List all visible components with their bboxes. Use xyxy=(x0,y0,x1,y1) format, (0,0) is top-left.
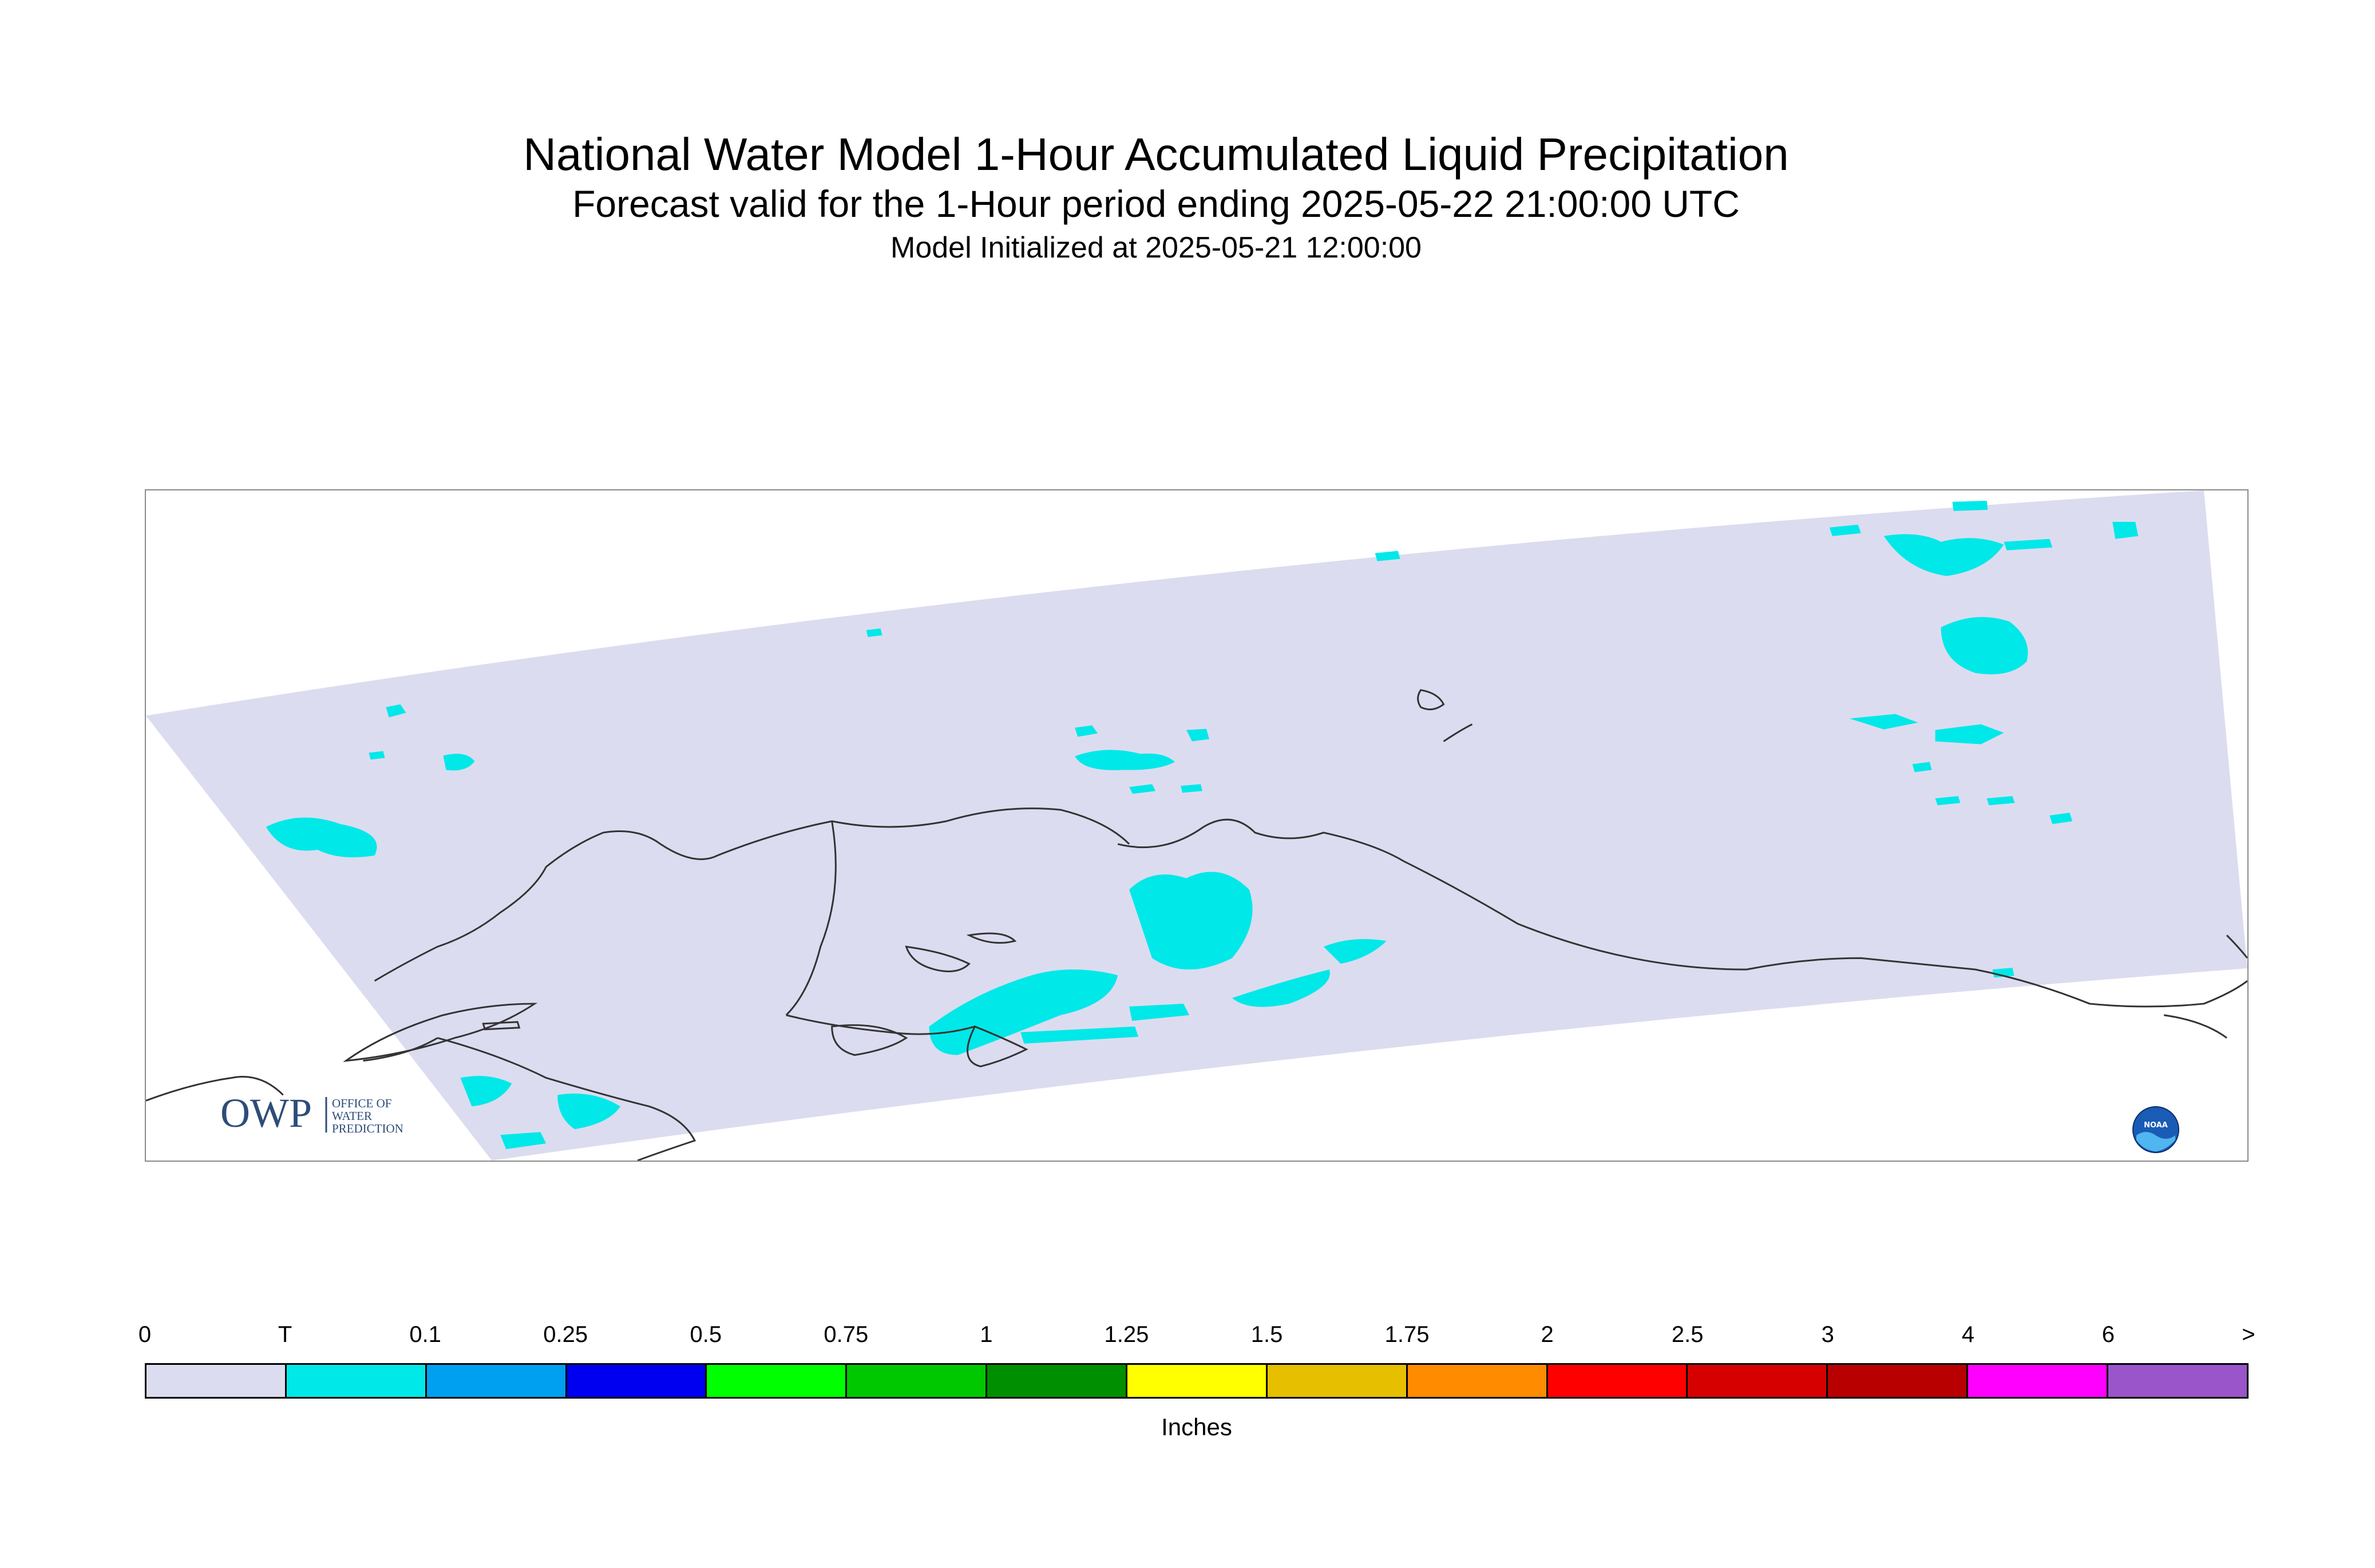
owp-logo-text: OWP xyxy=(220,1091,312,1136)
owp-logo-subtext: OFFICE OF xyxy=(332,1096,391,1110)
coastline xyxy=(482,1021,521,1031)
precip-area xyxy=(2112,521,2139,539)
legend-colorbar xyxy=(145,1363,2249,1399)
legend-tick-label: 1.25 xyxy=(1104,1322,1149,1347)
legend-color-swatch xyxy=(147,1365,287,1397)
legend-tick-label: > xyxy=(2242,1322,2255,1347)
legend-tick-label: T xyxy=(278,1322,292,1347)
precip-area xyxy=(1935,796,1961,806)
precip-area xyxy=(1849,714,1918,730)
noaa-logo-text: NOAA xyxy=(2144,1121,2168,1130)
precip-area xyxy=(1181,784,1202,793)
precip-area xyxy=(1075,725,1098,737)
precip-area xyxy=(266,817,377,858)
precip-area xyxy=(1323,939,1387,964)
coastline xyxy=(374,807,1130,982)
precipitation-areas xyxy=(266,500,2139,1150)
legend-tick-label: 0.1 xyxy=(409,1322,441,1347)
precip-area xyxy=(2049,813,2073,825)
precip-area xyxy=(1986,796,2015,806)
noaa-icon: NOAA xyxy=(2132,1106,2179,1153)
legend-tick-label: 0.5 xyxy=(690,1322,722,1347)
precip-area xyxy=(1952,500,1988,511)
coastline xyxy=(786,1014,975,1035)
coastline xyxy=(2163,1014,2227,1039)
coastline xyxy=(785,821,837,1016)
forecast-valid-subtitle: Forecast valid for the 1-Hour period end… xyxy=(572,183,1740,225)
coastline xyxy=(1117,818,2247,1008)
map-title: National Water Model 1-Hour Accumulated … xyxy=(523,129,1789,180)
legend-color-swatch xyxy=(847,1365,988,1397)
legend-color-swatch xyxy=(2108,1365,2247,1397)
precip-area xyxy=(1375,551,1400,561)
coastline xyxy=(831,1024,908,1056)
precip-area xyxy=(2004,538,2053,551)
legend-color-swatch xyxy=(567,1365,707,1397)
legend-color-swatch xyxy=(426,1365,567,1397)
coastline xyxy=(2226,935,2247,959)
owp-logo: OWP OFFICE OF WATER PREDICTION xyxy=(220,1091,403,1136)
legend-tick-label: 1 xyxy=(980,1322,993,1347)
precip-area xyxy=(1129,872,1253,970)
coastline xyxy=(1417,689,1445,711)
legend-color-swatch xyxy=(1688,1365,1828,1397)
coastline xyxy=(363,1037,438,1062)
legend-tick-label: 4 xyxy=(1961,1322,1974,1347)
legend-tick-label: 0.25 xyxy=(543,1322,588,1347)
legend-color-swatch xyxy=(707,1365,848,1397)
legend-color-swatch xyxy=(1968,1365,2109,1397)
coastline xyxy=(966,932,1017,944)
precip-area xyxy=(1829,524,1861,536)
model-initialized-text: Model Initialized at 2025-05-21 12:00:00 xyxy=(890,231,1422,264)
legend-color-swatch xyxy=(1547,1365,1688,1397)
legend-tick-label: 1.75 xyxy=(1384,1322,1430,1347)
precip-area xyxy=(1129,1003,1190,1021)
precip-area xyxy=(1232,969,1330,1007)
legend-color-swatch xyxy=(987,1365,1128,1397)
legend-tick-label: 0 xyxy=(138,1322,152,1347)
legend-color-swatch xyxy=(1267,1365,1408,1397)
legend-tick-labels: 0 T 0.1 0.25 0.5 0.75 1 1.25 1.5 1.75 2 2.5 3 4 6 > xyxy=(138,1322,2255,1356)
coastline xyxy=(967,1025,1028,1068)
precip-area xyxy=(1186,728,1209,742)
precipitation-map xyxy=(146,490,2247,1161)
precip-area xyxy=(1935,724,2004,745)
legend-tick-label: 2 xyxy=(1541,1322,1554,1347)
precip-area xyxy=(929,969,1118,1055)
precip-area xyxy=(1912,762,1932,773)
precip-area xyxy=(1941,617,2028,675)
precip-area xyxy=(1075,750,1175,770)
legend-color-swatch xyxy=(1828,1365,1969,1397)
precip-area xyxy=(386,704,406,718)
legend-units-label: Inches xyxy=(1161,1413,1232,1440)
legend-tick-label: 3 xyxy=(1821,1322,1834,1347)
precip-area xyxy=(369,751,385,760)
precip-area xyxy=(500,1132,547,1150)
precip-area xyxy=(443,754,475,771)
map-panel: OWP OFFICE OF WATER PREDICTION NOAA xyxy=(145,489,2249,1162)
owp-logo-subtext: WATER xyxy=(332,1109,372,1123)
legend-tick-label: 2.5 xyxy=(1671,1322,1704,1347)
coastline xyxy=(905,945,971,972)
coastline xyxy=(146,1076,284,1102)
coastline xyxy=(437,1037,696,1161)
legend-tick-label: 6 xyxy=(2101,1322,2115,1347)
owp-logo-subtext: PREDICTION xyxy=(332,1122,403,1135)
legend-color-swatch xyxy=(1127,1365,1268,1397)
legend-tick-label: 1.5 xyxy=(1250,1322,1283,1347)
legend-color-swatch xyxy=(286,1365,427,1397)
precip-area xyxy=(866,628,882,638)
model-domain-area xyxy=(146,490,2247,1161)
coastline xyxy=(343,1003,538,1062)
coastlines xyxy=(146,689,2247,1161)
precip-area xyxy=(557,1093,621,1130)
precip-area xyxy=(1883,534,2004,576)
precip-area xyxy=(460,1076,512,1107)
precip-area xyxy=(1129,784,1156,794)
title-block: National Water Model 1-Hour Accumulated … xyxy=(0,126,2312,268)
precip-area xyxy=(1020,1026,1139,1044)
coastline xyxy=(1443,723,1473,742)
legend-color-swatch xyxy=(1407,1365,1548,1397)
legend-tick-label: 0.75 xyxy=(824,1322,869,1347)
